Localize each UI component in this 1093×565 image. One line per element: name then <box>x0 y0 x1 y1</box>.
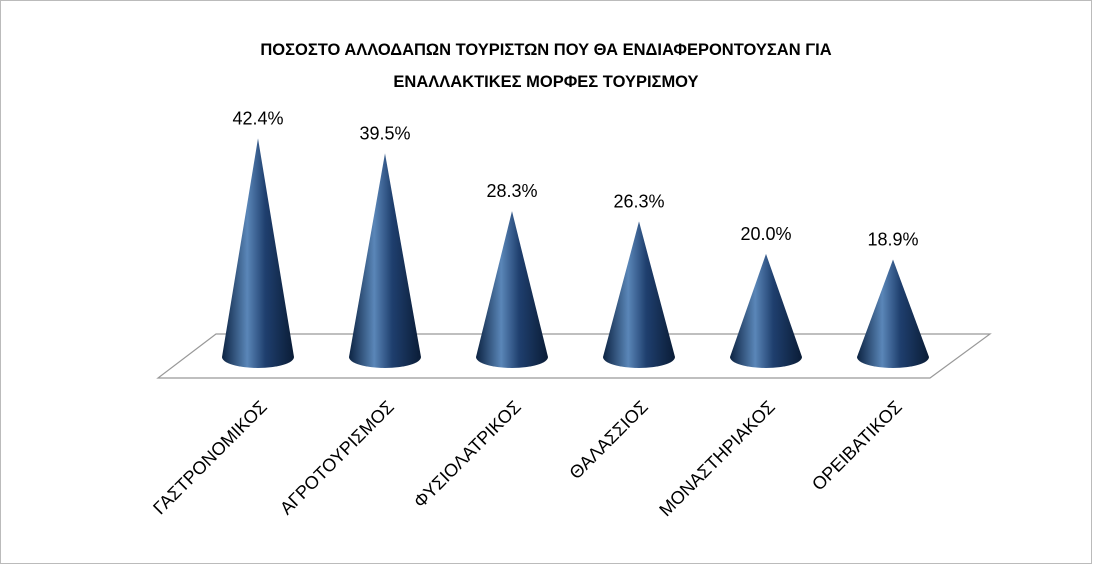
chart-title: ΠΟΣΟΣΤΟ ΑΛΛΟΔΑΠΩΝ ΤΟΥΡΙΣΤΩΝ ΠΟΥ ΘΑ ΕΝΔΙΑ… <box>260 41 832 91</box>
value-label: 39.5% <box>359 123 410 143</box>
value-label: 42.4% <box>232 108 283 128</box>
value-label: 28.3% <box>486 181 537 201</box>
cone <box>476 211 548 368</box>
value-label: 26.3% <box>613 191 664 211</box>
value-label: 18.9% <box>867 230 918 250</box>
cone <box>349 153 421 368</box>
cone <box>857 259 929 368</box>
value-label: 20.0% <box>740 224 791 244</box>
cone <box>730 253 802 368</box>
cone <box>222 138 294 368</box>
cone <box>603 221 675 368</box>
